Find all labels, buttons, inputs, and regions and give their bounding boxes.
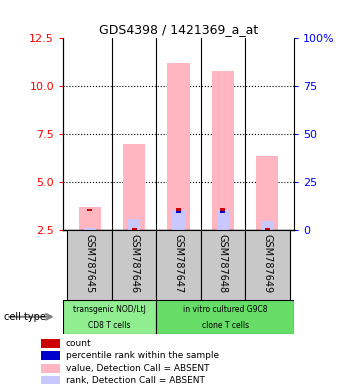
Bar	[167, 63, 190, 230]
Text: count: count	[66, 339, 91, 348]
Text: transgenic NOD/LtJ: transgenic NOD/LtJ	[73, 305, 146, 314]
Bar	[112, 230, 156, 300]
Bar	[265, 230, 270, 233]
Text: GSM787645: GSM787645	[85, 234, 95, 293]
Bar	[256, 156, 279, 230]
Bar	[261, 221, 273, 230]
Bar	[176, 211, 181, 214]
Bar	[132, 228, 136, 231]
Bar	[132, 230, 136, 233]
Bar	[41, 364, 60, 372]
Text: rank, Detection Call = ABSENT: rank, Detection Call = ABSENT	[66, 376, 205, 384]
Bar	[78, 207, 101, 230]
Bar	[245, 230, 289, 300]
Title: GDS4398 / 1421369_a_at: GDS4398 / 1421369_a_at	[99, 23, 258, 36]
Bar	[84, 228, 96, 230]
Bar	[128, 219, 140, 230]
Bar	[265, 228, 270, 231]
Bar	[68, 230, 112, 300]
Bar	[87, 230, 92, 233]
Text: CD8 T cells: CD8 T cells	[89, 321, 131, 330]
Bar	[201, 230, 245, 300]
Bar	[41, 376, 60, 384]
Text: GSM787648: GSM787648	[218, 234, 228, 293]
Text: cell type: cell type	[4, 312, 46, 322]
Text: in vitro cultured G9C8: in vitro cultured G9C8	[183, 305, 267, 314]
Text: clone T cells: clone T cells	[202, 321, 249, 330]
Bar	[63, 300, 156, 334]
Bar	[173, 210, 184, 230]
Bar	[156, 300, 294, 334]
Text: GSM787649: GSM787649	[262, 234, 272, 293]
Bar	[41, 339, 60, 348]
Bar	[212, 71, 234, 230]
Text: GSM787647: GSM787647	[174, 234, 183, 293]
Bar	[41, 351, 60, 360]
Bar	[87, 209, 92, 212]
Bar	[123, 144, 145, 230]
Text: percentile rank within the sample: percentile rank within the sample	[66, 351, 219, 360]
Bar	[220, 208, 225, 210]
Bar	[156, 230, 201, 300]
Bar	[217, 210, 229, 230]
Text: value, Detection Call = ABSENT: value, Detection Call = ABSENT	[66, 364, 209, 372]
Text: GSM787646: GSM787646	[129, 234, 139, 293]
Bar	[176, 208, 181, 210]
Bar	[220, 211, 225, 214]
